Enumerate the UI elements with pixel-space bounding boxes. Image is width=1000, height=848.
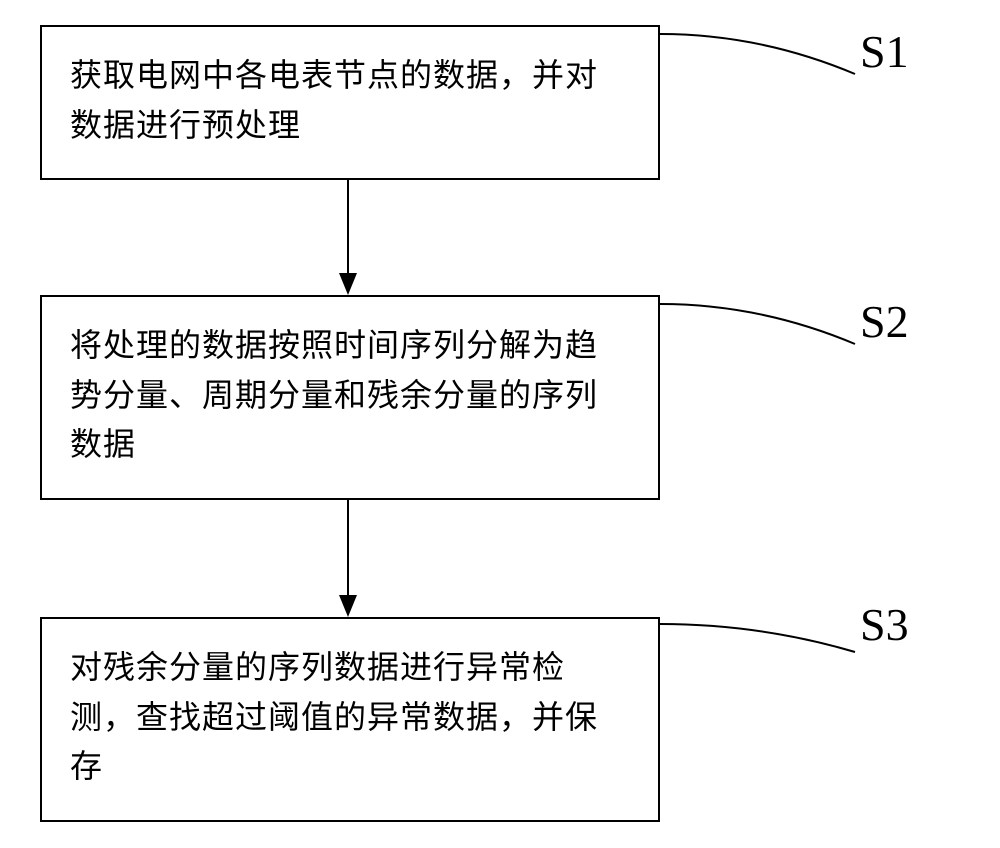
step-box-s2: 将处理的数据按照时间序列分解为趋势分量、周期分量和残余分量的序列数据	[40, 295, 660, 500]
step-box-s3: 对残余分量的序列数据进行异常检测，查找超过阈值的异常数据，并保存	[40, 617, 660, 822]
step-text-s3: 对残余分量的序列数据进行异常检测，查找超过阈值的异常数据，并保存	[70, 643, 630, 792]
arrow-head-2	[339, 595, 357, 617]
arrow-line-1	[347, 180, 349, 273]
step-box-s1: 获取电网中各电表节点的数据，并对数据进行预处理	[40, 25, 660, 180]
step-label-s2: S2	[860, 295, 909, 348]
arrow-line-2	[347, 500, 349, 595]
arrow-head-1	[339, 273, 357, 295]
connector-s1	[660, 32, 860, 82]
connector-s2	[660, 302, 860, 352]
connector-s3	[660, 622, 860, 662]
step-label-s1: S1	[860, 25, 909, 78]
step-label-s3: S3	[860, 598, 909, 651]
flowchart-container: 获取电网中各电表节点的数据，并对数据进行预处理 S1 将处理的数据按照时间序列分…	[0, 0, 1000, 848]
step-text-s1: 获取电网中各电表节点的数据，并对数据进行预处理	[70, 51, 630, 150]
step-text-s2: 将处理的数据按照时间序列分解为趋势分量、周期分量和残余分量的序列数据	[70, 321, 630, 470]
